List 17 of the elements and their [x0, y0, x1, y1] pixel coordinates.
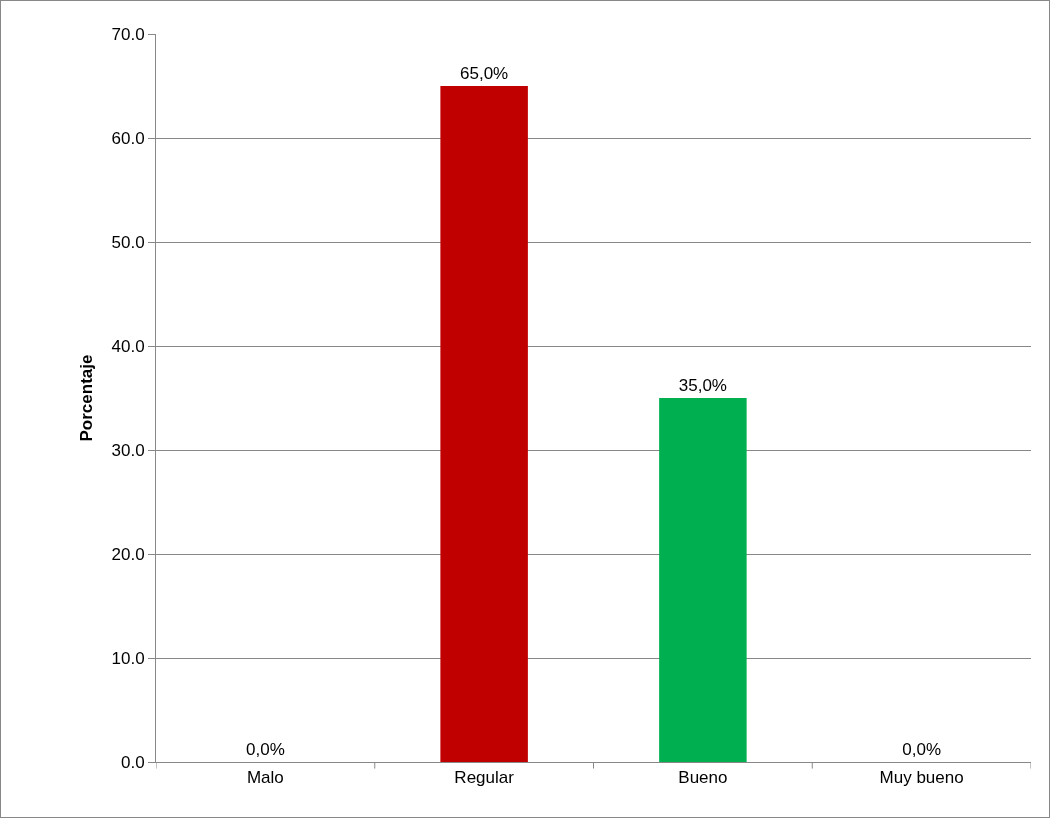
y-tick-label: 60.0	[111, 128, 145, 148]
data-label: 35,0%	[678, 376, 727, 395]
x-tick-label: Bueno	[678, 768, 728, 788]
data-label: 65,0%	[460, 64, 509, 83]
y-tick-label: 30.0	[111, 440, 145, 460]
x-tick-label: Muy bueno	[879, 768, 964, 788]
x-tick-label: Malo	[246, 768, 284, 788]
y-tick-label: 0.0	[120, 752, 145, 772]
data-label: 0,0%	[902, 740, 941, 759]
data-label: 0,0%	[246, 740, 285, 759]
x-tick-label: Regular	[454, 768, 515, 788]
y-tick-label: 40.0	[111, 336, 145, 356]
y-tick-label: 70.0	[111, 24, 145, 44]
y-tick-label: 20.0	[111, 544, 145, 564]
y-axis-title: Porcentaje	[77, 354, 97, 442]
y-tick-label: 10.0	[111, 648, 145, 668]
y-tick-label: 50.0	[111, 232, 145, 252]
